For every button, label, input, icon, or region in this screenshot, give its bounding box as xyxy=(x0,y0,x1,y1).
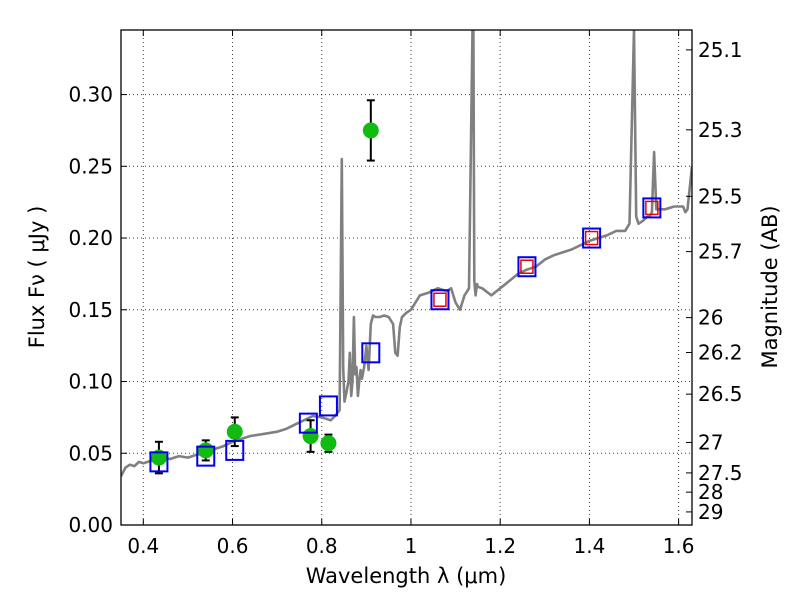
model-square xyxy=(517,256,537,278)
mag-tick-label: 25.7 xyxy=(698,240,743,264)
model-square xyxy=(149,451,169,473)
mag-tick-label: 26 xyxy=(698,306,723,330)
mag-tick-label: 25.1 xyxy=(698,38,743,62)
markers xyxy=(149,99,662,475)
spectrum-line xyxy=(121,30,692,477)
model-square xyxy=(318,395,338,417)
x-axis-label: Wavelength λ (μm) xyxy=(306,564,507,588)
photometry-point xyxy=(226,423,243,440)
model-square-nir xyxy=(433,292,447,307)
y-tick-label: 0.15 xyxy=(68,298,113,322)
mag-tick-label: 26.5 xyxy=(698,382,743,406)
y-tick-label: 0.05 xyxy=(68,441,113,465)
model-square xyxy=(582,227,602,249)
model-square-nir xyxy=(520,259,534,274)
mag-tick-label: 25.3 xyxy=(698,118,743,142)
y-tick-label: 0.00 xyxy=(68,513,113,537)
x-tick-label: 0.4 xyxy=(127,534,159,558)
mag-tick-label: 27.5 xyxy=(698,461,743,485)
model-square xyxy=(430,289,450,311)
photometry-point xyxy=(362,122,379,139)
x-tick-label: 1.4 xyxy=(573,534,605,558)
y2-axis-label: Magnitude (AB) xyxy=(758,205,782,368)
model-square-nir xyxy=(584,230,599,246)
photometry-point xyxy=(320,435,337,452)
model-square-nir xyxy=(645,200,659,216)
y-tick-label: 0.10 xyxy=(68,370,113,394)
ticks: 0.4 0.6 0.8 1 1.2 1.4 1.6 0.00 0.05 0.10 0.15 0.20 0… xyxy=(68,30,743,558)
photometry-point xyxy=(150,449,167,466)
plot-frame xyxy=(120,29,693,526)
x-tick-label: 1 xyxy=(405,534,418,558)
mag-tick-label: 27 xyxy=(698,430,723,454)
model-square xyxy=(298,412,318,434)
mag-tick-label: 28 xyxy=(698,480,723,504)
y-tick-label: 0.20 xyxy=(68,226,113,250)
x-tick-label: 0.8 xyxy=(306,534,338,558)
y-axis-label: Flux Fν ( μJy ) xyxy=(25,206,49,349)
y-tick-label: 0.30 xyxy=(68,83,113,107)
x-tick-label: 1.2 xyxy=(484,534,516,558)
mag-tick-label: 25.5 xyxy=(698,184,743,208)
photometry-point xyxy=(197,442,214,459)
x-tick-label: 0.6 xyxy=(217,534,249,558)
x-tick-label: 1.6 xyxy=(663,534,695,558)
model-square xyxy=(196,445,216,467)
y-tick-label: 0.25 xyxy=(68,154,113,178)
model-square xyxy=(225,439,245,461)
model-square xyxy=(642,197,662,219)
model-square xyxy=(361,342,381,364)
mag-tick-label: 26.2 xyxy=(698,341,743,365)
plot-area xyxy=(121,30,692,477)
mag-tick-label: 29 xyxy=(698,500,723,524)
